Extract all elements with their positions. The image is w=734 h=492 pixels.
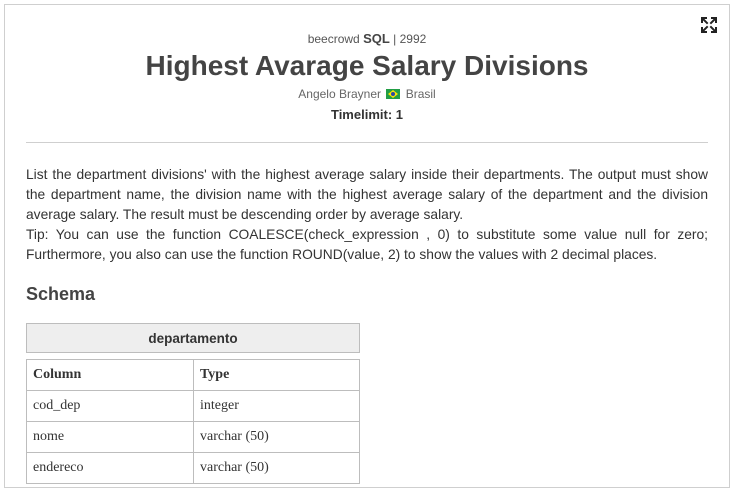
table-header-row: Column Type bbox=[26, 359, 360, 391]
problem-header: beecrowd SQL | 2992 Highest Avarage Sala… bbox=[5, 31, 729, 122]
schema-heading: Schema bbox=[26, 284, 96, 304]
schema-table-name: departamento bbox=[26, 323, 360, 353]
table-row: endereco varchar (50) bbox=[26, 452, 360, 484]
separator: | bbox=[393, 32, 397, 46]
type-header: Type bbox=[193, 359, 360, 391]
type-cell: integer bbox=[193, 390, 360, 422]
table-row: cod_dep integer bbox=[26, 390, 360, 422]
page-title: Highest Avarage Salary Divisions bbox=[145, 50, 589, 81]
type-cell: varchar (50) bbox=[193, 452, 360, 484]
problem-description: List the department divisions' with the … bbox=[26, 165, 708, 265]
divider bbox=[26, 142, 708, 143]
schema-table-block: departamento Column Type cod_dep integer… bbox=[26, 323, 360, 484]
column-header: Column bbox=[26, 359, 194, 391]
author-line: Angelo Brayner Brasil bbox=[5, 87, 729, 101]
column-cell: nome bbox=[26, 421, 194, 453]
author-country: Brasil bbox=[405, 87, 436, 101]
breadcrumb: beecrowd SQL | 2992 bbox=[5, 31, 729, 46]
category-link[interactable]: SQL bbox=[363, 31, 390, 46]
description-paragraph: List the department divisions' with the … bbox=[26, 167, 708, 222]
problem-id: 2992 bbox=[399, 32, 427, 46]
timelimit: Timelimit: 1 bbox=[330, 107, 403, 122]
author-name[interactable]: Angelo Brayner bbox=[298, 87, 381, 101]
schema-table: Column Type cod_dep integer nome varchar… bbox=[26, 359, 360, 484]
column-cell: cod_dep bbox=[26, 390, 194, 422]
problem-panel: beecrowd SQL | 2992 Highest Avarage Sala… bbox=[4, 4, 730, 488]
table-row: nome varchar (50) bbox=[26, 421, 360, 453]
expand-icon[interactable] bbox=[700, 16, 718, 34]
site-name[interactable]: beecrowd bbox=[307, 32, 360, 46]
column-cell: endereco bbox=[26, 452, 194, 484]
description-tip: Tip: You can use the function COALESCE(c… bbox=[26, 227, 708, 262]
brazil-flag-icon bbox=[386, 89, 401, 99]
type-cell: varchar (50) bbox=[193, 421, 360, 453]
